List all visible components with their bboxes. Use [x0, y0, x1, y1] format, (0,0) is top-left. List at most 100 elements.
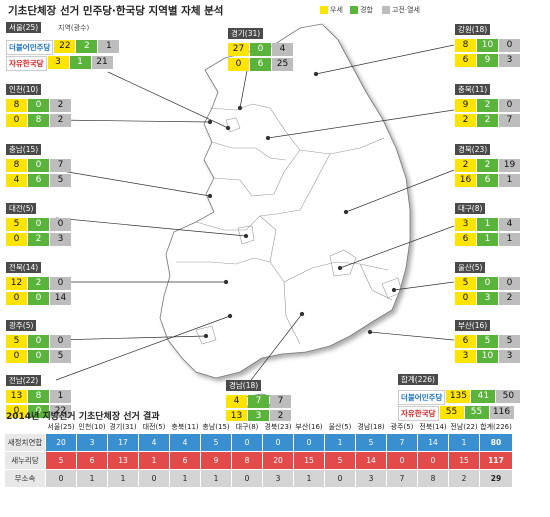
value-cell: 3: [499, 350, 520, 363]
region-label: 충북(11): [455, 84, 491, 95]
value-cell: 3: [499, 54, 520, 67]
value-cell: 2: [28, 233, 49, 246]
row-label: 새누리당: [4, 451, 46, 470]
region-label: 경기(31): [228, 28, 264, 39]
results-table: 서울(25) 인천(10) 경기(31) 대전(5) 충북(11) 충남(15)…: [4, 421, 513, 488]
results-row-independent: 무소속 0 1 1 0 1 1 0 3 1 0 3 7 8 2 29: [4, 469, 513, 488]
value-cell: 0: [28, 335, 49, 348]
region-label: 경남(18): [226, 380, 262, 391]
value-cell: 2: [270, 410, 291, 423]
region-label: 부산(16): [455, 320, 491, 331]
value-cell: 22: [50, 405, 71, 418]
value-cell: 0: [28, 159, 49, 172]
region-label: 전북(14): [6, 262, 42, 273]
result-cell: 20: [45, 433, 77, 452]
result-cell: 0: [138, 469, 170, 488]
legend-label: 우세: [330, 6, 343, 14]
value-cell: 3: [248, 410, 269, 423]
value-cell: 1: [69, 56, 91, 69]
region-label: 대전(5): [6, 203, 37, 214]
value-cell: 0: [28, 218, 49, 231]
value-cell: 4: [226, 395, 247, 408]
value-cell: 2: [50, 114, 71, 127]
value-cell: 5: [50, 350, 71, 363]
value-cell: 0: [228, 58, 249, 71]
value-cell: 0: [50, 335, 71, 348]
value-cell: 0: [455, 292, 476, 305]
value-cell: 0: [28, 292, 49, 305]
result-cell: 1: [448, 433, 480, 452]
result-cell: 2: [448, 469, 480, 488]
value-cell: 1: [477, 233, 498, 246]
value-cell: 1: [499, 233, 520, 246]
legend-label: 경합: [360, 6, 373, 14]
value-cell: 5: [499, 335, 520, 348]
result-cell: 5: [45, 451, 77, 470]
result-cell: 0: [293, 433, 325, 452]
value-cell: 5: [6, 335, 27, 348]
header-cell: 인천(10): [76, 421, 108, 434]
result-cell: 3: [355, 469, 387, 488]
region-label: 광주(5): [6, 320, 37, 331]
value-cell: 3: [47, 56, 69, 69]
result-cell: 1: [293, 469, 325, 488]
region-seoul: 서울(25) 지역(광수) 더불어민주당 22 2 1 자유한국당 3 1 21: [6, 22, 176, 72]
result-cell: 0: [231, 433, 263, 452]
result-cell: 1: [324, 433, 356, 452]
result-cell: 9: [200, 451, 232, 470]
result-cell: 1: [169, 469, 201, 488]
results-row-saenuri: 새누리당 5 6 13 1 6 9 8 20 15 5 14 0 0 15 11…: [4, 451, 513, 470]
region-gyeonggi: 경기(31) 27 0 4 0 6 25: [228, 28, 298, 73]
value-cell: 16: [455, 174, 476, 187]
region-jeonnam: 전남(22) 13 8 1 0 0 22: [6, 375, 76, 420]
value-cell: 8: [28, 390, 49, 403]
region-gyeongbuk: 경북(23) 2 2 19 16 6 1: [455, 144, 525, 189]
value-cell: 2: [28, 277, 49, 290]
header-cell: 울산(5): [324, 421, 356, 434]
value-cell: 27: [228, 43, 249, 56]
results-title: 2014년 지방선거 기초단체장 선거 결과: [6, 412, 160, 422]
value-cell: 1: [98, 40, 120, 53]
value-cell: 50: [496, 390, 521, 403]
result-cell: 1: [200, 469, 232, 488]
region-label: 경북(23): [455, 144, 491, 155]
result-cell: 14: [355, 451, 387, 470]
value-cell: 2: [477, 114, 498, 127]
region-label: 전남(22): [6, 375, 42, 386]
value-cell: 1: [50, 390, 71, 403]
result-cell: 1: [107, 469, 139, 488]
value-cell: 5: [477, 335, 498, 348]
legend-swatch: [320, 6, 328, 14]
value-cell: 0: [477, 277, 498, 290]
value-cell: 2: [477, 159, 498, 172]
region-label: 합계(226): [398, 374, 438, 385]
value-cell: 3: [50, 233, 71, 246]
value-cell: 12: [6, 277, 27, 290]
result-cell: 17: [107, 433, 139, 452]
value-cell: 2: [499, 292, 520, 305]
header-cell: 충남(15): [200, 421, 232, 434]
result-total-cell: 29: [479, 469, 513, 488]
value-cell: 0: [6, 350, 27, 363]
header-cell: 전북(14): [417, 421, 449, 434]
value-cell: 0: [50, 277, 71, 290]
value-cell: 7: [499, 114, 520, 127]
value-cell: 2: [50, 99, 71, 112]
value-cell: 14: [50, 292, 71, 305]
value-cell: 4: [499, 218, 520, 231]
result-cell: 15: [448, 451, 480, 470]
value-cell: 2: [76, 40, 98, 53]
value-cell: 5: [50, 174, 71, 187]
results-header-row: 서울(25) 인천(10) 경기(31) 대전(5) 충북(11) 충남(15)…: [4, 421, 513, 434]
value-cell: 19: [499, 159, 520, 172]
result-cell: 8: [417, 469, 449, 488]
mainland-outline: [159, 23, 411, 379]
value-cell: 4: [272, 43, 293, 56]
region-jeonbuk: 전북(14) 12 2 0 0 0 14: [6, 262, 76, 307]
region-label: 충남(15): [6, 144, 42, 155]
value-cell: 6: [455, 233, 476, 246]
